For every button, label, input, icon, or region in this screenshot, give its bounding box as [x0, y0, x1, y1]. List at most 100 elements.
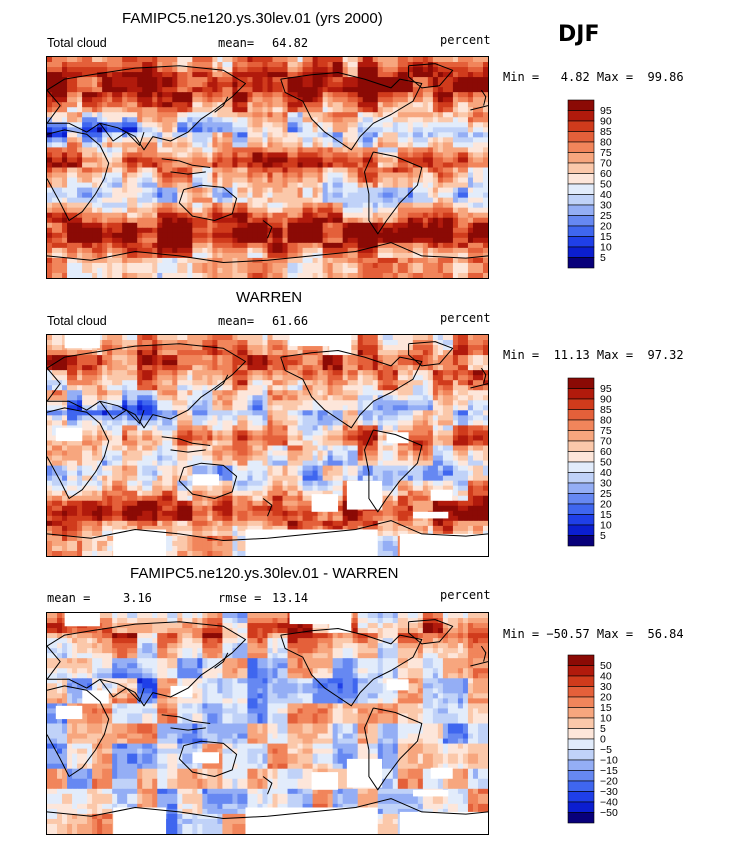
coastline: [47, 798, 488, 819]
colorbar-box: [567, 654, 595, 666]
panel2-variable-label: Total cloud: [47, 314, 107, 328]
coastline: [161, 158, 211, 168]
colorbar-box: [567, 514, 595, 526]
missing-data-patch: [289, 613, 343, 625]
colorbar-box: [567, 246, 595, 258]
colorbar-tick-label: 10: [600, 520, 612, 532]
coastline: [47, 685, 110, 777]
missing-data-patch: [289, 335, 343, 347]
colorbar-tick-label: 70: [600, 158, 612, 170]
colorbar-tick-label: −30: [600, 786, 618, 798]
coastline: [99, 401, 145, 424]
missing-data-patch: [311, 494, 339, 512]
coastline: [214, 96, 229, 113]
colorbar-box: [567, 524, 595, 536]
colorbar-box: [567, 120, 595, 132]
coastline: [178, 462, 238, 499]
colorbar-tick-label: −40: [600, 797, 618, 809]
missing-data-patch: [55, 427, 83, 442]
colorbar-tick-label: −10: [600, 755, 618, 767]
panel2-mean-label: mean=: [218, 314, 255, 328]
colorbar-tick-label: 30: [600, 478, 612, 490]
coastline: [99, 123, 145, 146]
coastline: [47, 621, 246, 707]
colorbar-tick-label: 90: [600, 116, 612, 128]
panel3-mean-label: mean =: [47, 591, 91, 605]
coastline: [408, 63, 454, 89]
panel3-rmse-label: rmse =: [218, 591, 262, 605]
missing-data-patch: [113, 807, 167, 834]
coastline: [170, 449, 206, 453]
coastline: [214, 652, 229, 669]
colorbar-tick-label: −15: [600, 765, 618, 777]
panel1-mean-value: 64.82: [272, 36, 309, 50]
colorbar-tick-label: 20: [600, 692, 612, 704]
missing-data-patch: [311, 772, 339, 790]
panel2-mean-value: 61.66: [272, 314, 309, 328]
colorbar-tick-label: 0: [600, 734, 606, 746]
colorbar-tick-label: 15: [600, 702, 612, 714]
colorbar-box: [567, 131, 595, 143]
field-cells: [47, 57, 488, 278]
coastline: [47, 242, 488, 263]
colorbar-box: [567, 717, 595, 729]
season-label: DJF: [558, 22, 600, 47]
missing-data-patch: [430, 767, 453, 779]
colorbar-tick-label: 5: [600, 723, 606, 735]
missing-data-patch: [399, 811, 488, 834]
missing-data-patch: [64, 613, 100, 627]
colorbar-box: [567, 388, 595, 400]
colorbar-box: [567, 707, 595, 719]
missing-data-patch: [346, 480, 383, 510]
colorbar-tick-label: 15: [600, 509, 612, 521]
colorbar-box: [567, 686, 595, 698]
colorbar-tick-label: 75: [600, 147, 612, 159]
coastline: [161, 714, 211, 724]
colorbar-box: [567, 675, 595, 687]
colorbar-box: [567, 377, 595, 389]
missing-data-patch: [192, 474, 219, 486]
colorbar-box: [567, 183, 595, 195]
missing-data-patch: [113, 529, 167, 556]
coastline: [480, 89, 487, 106]
coastline: [178, 740, 238, 777]
colorbar-tick-label: 15: [600, 231, 612, 243]
colorbar-tick-label: 40: [600, 671, 612, 683]
colorbar-box: [567, 728, 595, 740]
colorbar-tick-label: 50: [600, 660, 612, 672]
panel1-map: [46, 56, 489, 279]
panel1-mean-label: mean=: [218, 36, 255, 50]
coastline: [280, 72, 423, 151]
colorbar-box: [567, 759, 595, 771]
panel3-colorbar: 50 40 30 20 15 10 5 0 −5 −10 −15 −20 −30 −40 −50: [567, 654, 628, 827]
panel3-map-canvas: [47, 613, 488, 834]
colorbar-tick-label: 40: [600, 189, 612, 201]
panel3-title: FAMIPC5.ne120.ys.30lev.01 - WARREN: [130, 565, 399, 582]
colorbar-tick-label: 80: [600, 415, 612, 427]
coastline: [47, 343, 246, 429]
colorbar-tick-label: −5: [600, 744, 612, 756]
colorbar-tick-label: 10: [600, 242, 612, 254]
coastline: [470, 105, 488, 111]
colorbar-box: [567, 503, 595, 515]
colorbar-box: [567, 696, 595, 708]
coastline: [47, 407, 110, 499]
colorbar-box: [567, 780, 595, 792]
colorbar-tick-label: 5: [600, 252, 606, 264]
colorbar-box: [567, 152, 595, 164]
missing-data-patch: [55, 705, 83, 720]
coastline: [262, 220, 273, 239]
missing-data-patch: [329, 335, 352, 355]
missing-data-patch: [386, 679, 409, 691]
missing-data-patch: [399, 533, 488, 556]
colorbar-box: [567, 535, 595, 547]
panel3-mean-value: 3.16: [123, 591, 152, 605]
colorbar-box: [567, 162, 595, 174]
colorbar-box: [567, 665, 595, 677]
coastline: [364, 707, 423, 791]
colorbar-tick-label: 85: [600, 404, 612, 416]
colorbar-box: [567, 173, 595, 185]
colorbar-box: [567, 440, 595, 452]
colorbar-tick-label: 60: [600, 168, 612, 180]
